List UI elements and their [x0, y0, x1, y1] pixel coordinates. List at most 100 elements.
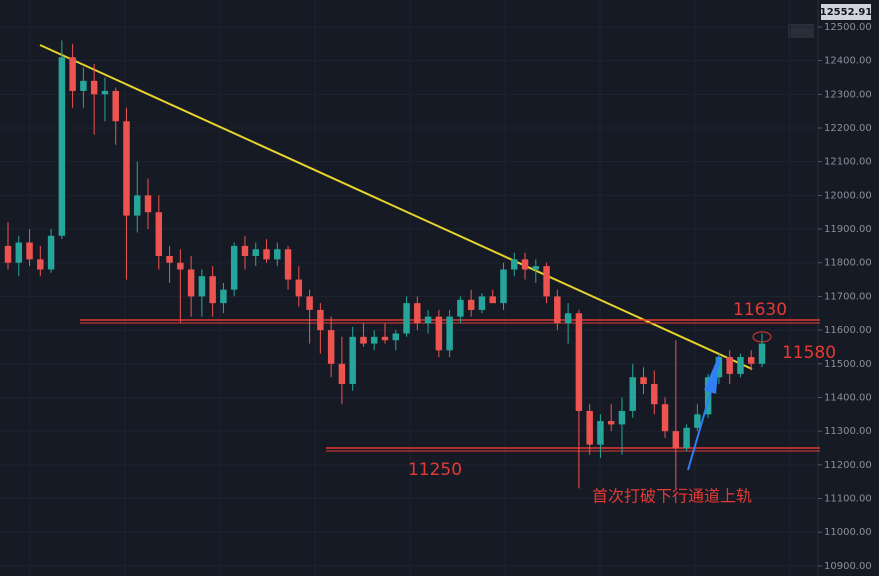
candle-body: [694, 414, 701, 428]
y-tick-label: 11600.00: [824, 325, 872, 336]
candle-body: [47, 235, 55, 270]
candle-body: [370, 336, 378, 344]
candle-body: [597, 421, 604, 445]
candle-body: [349, 336, 356, 384]
candles: [4, 40, 766, 489]
candle-body: [177, 262, 184, 270]
trend-line: [39, 44, 753, 370]
y-tick-label: 12000.00: [824, 190, 872, 201]
candle-body: [511, 259, 518, 270]
level-label: 11630: [733, 300, 787, 320]
y-tick-label: 11100.00: [824, 494, 872, 505]
candle-body: [26, 242, 33, 260]
candle-body: [607, 421, 615, 425]
candle-body: [230, 245, 238, 290]
candle-body: [123, 121, 130, 216]
y-tick-label: 11000.00: [824, 527, 872, 538]
candle-body: [478, 296, 486, 310]
y-tick-label: 12200.00: [824, 123, 872, 134]
candle-body: [360, 336, 367, 344]
candle-body: [446, 316, 453, 351]
candle-body: [69, 57, 76, 91]
y-tick-label: 11800.00: [824, 258, 872, 269]
candle-body: [112, 90, 119, 122]
candle-body: [640, 377, 647, 384]
candle-body: [661, 404, 669, 432]
candle-body: [758, 343, 766, 364]
y-tick-label: 11200.00: [824, 460, 872, 471]
last-price-label: 12552.91: [820, 7, 873, 18]
candle-body: [554, 296, 561, 324]
candle-body: [327, 330, 335, 364]
candle-body: [500, 269, 507, 304]
candle-body: [101, 90, 109, 95]
y-tick-label: 12500.00: [824, 22, 872, 33]
y-tick-label: 11400.00: [824, 392, 872, 403]
candle-body: [586, 410, 593, 445]
candle-body: [166, 256, 173, 263]
candle-body: [144, 195, 152, 213]
candle-body: [381, 336, 389, 341]
candle-body: [414, 303, 421, 324]
arrow-head: [704, 352, 720, 394]
candle-body: [564, 313, 572, 324]
toolbar-buttons[interactable]: [788, 24, 814, 38]
candle-body: [532, 266, 540, 270]
y-tick-label: 12100.00: [824, 157, 872, 168]
candle-body: [737, 357, 744, 374]
candle-body: [241, 245, 249, 256]
candle-body: [651, 384, 658, 405]
y-tick-label: 12400.00: [824, 56, 872, 67]
candle-body: [575, 313, 583, 411]
candle-body: [295, 279, 303, 297]
candle-body: [726, 357, 733, 374]
y-tick-label: 11700.00: [824, 291, 872, 302]
candle-body: [317, 309, 324, 331]
candle-body: [543, 266, 550, 297]
candle-body: [629, 377, 636, 411]
candle-body: [424, 316, 432, 324]
candle-body: [704, 377, 712, 415]
candle-body: [284, 249, 292, 280]
candle-body: [134, 195, 141, 216]
y-tick-label: 12300.00: [824, 89, 872, 100]
candle-body: [90, 80, 98, 95]
candle-body: [58, 57, 66, 236]
grid: [0, 0, 818, 576]
level-label: 11250: [408, 460, 462, 480]
candle-body: [37, 259, 44, 270]
candle-body: [15, 242, 23, 263]
annotation: 首次打破下行通道上轨: [592, 487, 752, 506]
candle-body: [263, 249, 270, 260]
candle-body: [274, 249, 281, 260]
y-tick-label: 11900.00: [824, 224, 872, 235]
candle-body: [457, 299, 464, 317]
candle-body: [672, 431, 680, 448]
candle-body: [747, 357, 755, 364]
candle-body: [252, 249, 259, 256]
y-tick-label: 10900.00: [824, 561, 872, 572]
candle-body: [209, 276, 216, 304]
candle-body: [4, 245, 12, 263]
candle-body: [392, 333, 400, 341]
last-price-box: [821, 4, 871, 20]
candle-body: [338, 363, 346, 384]
candle-body: [521, 259, 529, 270]
candle-body: [198, 276, 206, 297]
candle-body: [683, 427, 690, 448]
candle-body: [155, 212, 163, 256]
candle-body: [80, 80, 87, 91]
candle-body: [618, 410, 626, 425]
candle-body: [187, 269, 195, 297]
candle-body: [220, 289, 227, 304]
price-mark-label: 11580: [782, 343, 836, 363]
candle-body: [435, 316, 443, 351]
y-tick-label: 11500.00: [824, 359, 872, 370]
y-tick-label: 11300.00: [824, 426, 872, 437]
candle-body: [403, 303, 410, 334]
candle-body: [467, 299, 475, 310]
candle-body: [489, 296, 496, 304]
candle-body: [306, 296, 313, 310]
